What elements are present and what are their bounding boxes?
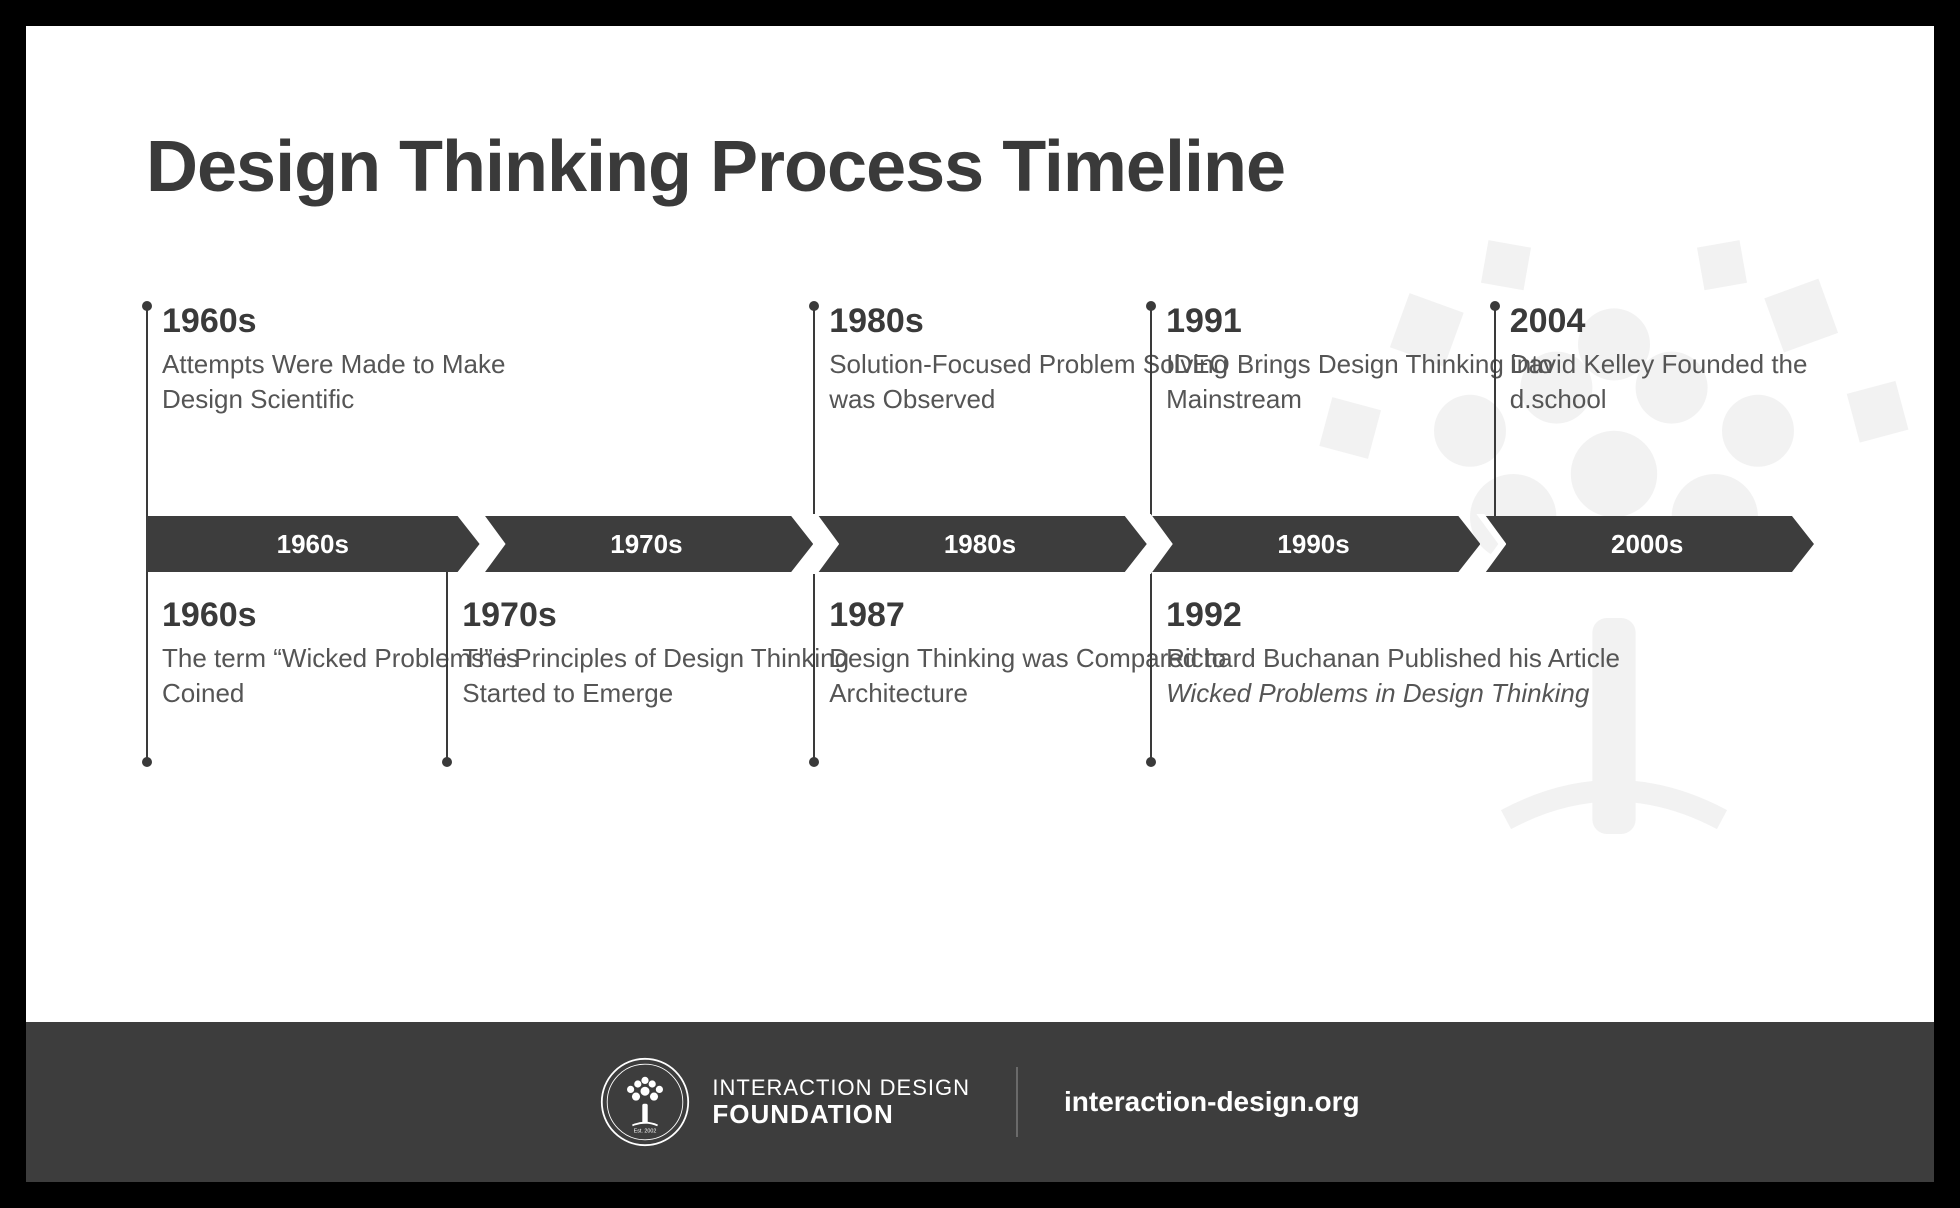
timeline-event: 1992 Richard Buchanan Published his Artic… [1166, 596, 1666, 711]
footer-org-name: INTERACTION DESIGN FOUNDATION [712, 1076, 970, 1129]
timeline-pin [1150, 306, 1152, 516]
timeline-pin [1150, 572, 1152, 762]
event-year: 1991 [1166, 302, 1566, 341]
timeline-segment-label: 1960s [277, 529, 349, 560]
event-description: David Kelley Founded the d.school [1510, 347, 1910, 417]
timeline-pin [813, 572, 815, 762]
timeline-segment-label: 1980s [944, 529, 1016, 560]
timeline-segment: 2000s [1480, 516, 1814, 572]
footer-org-line1: INTERACTION DESIGN [712, 1076, 970, 1100]
timeline-segment: 1980s [813, 516, 1147, 572]
content-area: Design Thinking Process Timeline 1960s19… [26, 26, 1934, 1022]
timeline-event: 1991 IDEO Brings Design Thinking into Mai… [1166, 302, 1566, 516]
footer-org-line2: FOUNDATION [712, 1100, 970, 1129]
timeline-segment: 1970s [480, 516, 814, 572]
footer-divider [1016, 1067, 1018, 1137]
timeline: 1960s 1970s 1980s 1990s 2000s 1960s Attempts … [146, 298, 1814, 858]
timeline-segment-label: 2000s [1611, 529, 1683, 560]
event-year: 2004 [1510, 302, 1910, 341]
event-year: 1970s [462, 596, 862, 635]
event-description: IDEO Brings Design Thinking into Mainstr… [1166, 347, 1566, 417]
logo-est-text: Est. 2002 [634, 1129, 657, 1135]
card: Design Thinking Process Timeline 1960s19… [26, 26, 1934, 1182]
event-description: The Principles of Design Thinking Starte… [462, 641, 862, 711]
timeline-pin [146, 306, 148, 516]
timeline-bar: 1960s 1970s 1980s 1990s 2000s [146, 516, 1814, 572]
footer-url: interaction-design.org [1064, 1086, 1360, 1118]
timeline-pin [1494, 306, 1496, 516]
footer-logo-block: Est. 2002 INTERACTION DESIGN FOUNDATION [600, 1057, 970, 1147]
timeline-pin [813, 306, 815, 516]
event-year: 1960s [162, 302, 562, 341]
idf-logo-icon: Est. 2002 [600, 1057, 690, 1147]
event-year: 1992 [1166, 596, 1666, 635]
timeline-pin [146, 572, 148, 762]
event-description: Attempts Were Made to Make Design Scient… [162, 347, 562, 417]
page-title: Design Thinking Process Timeline [146, 126, 1814, 208]
timeline-event: 2004 David Kelley Founded the d.school [1510, 302, 1910, 516]
timeline-segment: 1990s [1147, 516, 1481, 572]
timeline-segment-label: 1990s [1277, 529, 1349, 560]
timeline-segment: 1960s [146, 516, 480, 572]
footer: Est. 2002 INTERACTION DESIGN FOUNDATION … [26, 1022, 1934, 1182]
timeline-pin [446, 572, 448, 762]
outer-frame: Design Thinking Process Timeline 1960s19… [0, 0, 1960, 1208]
timeline-event: 1970s The Principles of Design Thinking S… [462, 596, 862, 711]
timeline-segment-label: 1970s [610, 529, 682, 560]
timeline-event: 1960s Attempts Were Made to Make Design S… [162, 302, 562, 516]
event-description: Richard Buchanan Published his Article W… [1166, 641, 1666, 711]
